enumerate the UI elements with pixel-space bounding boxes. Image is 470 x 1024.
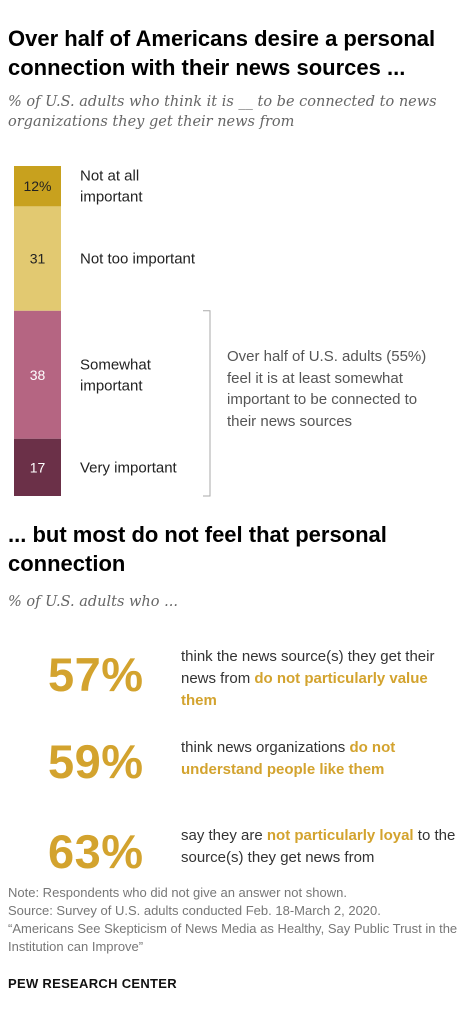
stat-highlight: do not understand people like them [181,739,396,778]
stat-description: think the news source(s) they get their … [181,648,435,709]
bar-segment-1 [14,166,61,207]
bar-segment-2 [14,206,61,311]
bar-segment-4 [14,438,61,496]
brand-logo-text: PEW RESEARCH CENTER [8,976,177,991]
section2-subtitle: % of U.S. adults who ... [8,594,178,610]
note-line: Note: Respondents who did not give an an… [8,885,347,900]
value-label-2: 31 [30,251,46,267]
category-label-4: Very important [80,459,178,476]
source-line: Source: Survey of U.S. adults conducted … [8,903,381,918]
footnote: Note: Respondents who did not give an an… [8,884,466,956]
chart-subtitle: % of U.S. adults who think it is __ to b… [8,94,437,130]
stat-description: think news organizations do not understa… [181,739,396,778]
bracket [203,310,211,497]
value-label-3: 38 [30,367,46,383]
stat-percent: 57% [48,648,144,701]
stat-description: say they are not particularly loyal to t… [181,827,456,866]
stat-percent: 63% [48,825,144,878]
value-label-4: 17 [30,459,46,475]
stat-highlight: do not particularly value them [181,670,428,709]
bracket-note: Over half of U.S. adults (55%) feel it i… [227,348,427,430]
report-title: “Americans See Skepticism of News Media … [8,921,458,954]
stat-percent: 59% [48,735,144,788]
bar-segment-3 [14,310,61,439]
chart-title: Over half of Americans desire a personal… [8,26,436,80]
value-label-1: 12% [23,178,51,194]
category-label-3: Somewhat important [80,356,152,394]
stat-highlight: not particularly loyal [266,827,414,844]
category-label-1: Not at all important [80,168,143,206]
category-label-2: Not too important [80,251,196,268]
section2-title: ... but most do not feel that personal c… [8,522,387,576]
